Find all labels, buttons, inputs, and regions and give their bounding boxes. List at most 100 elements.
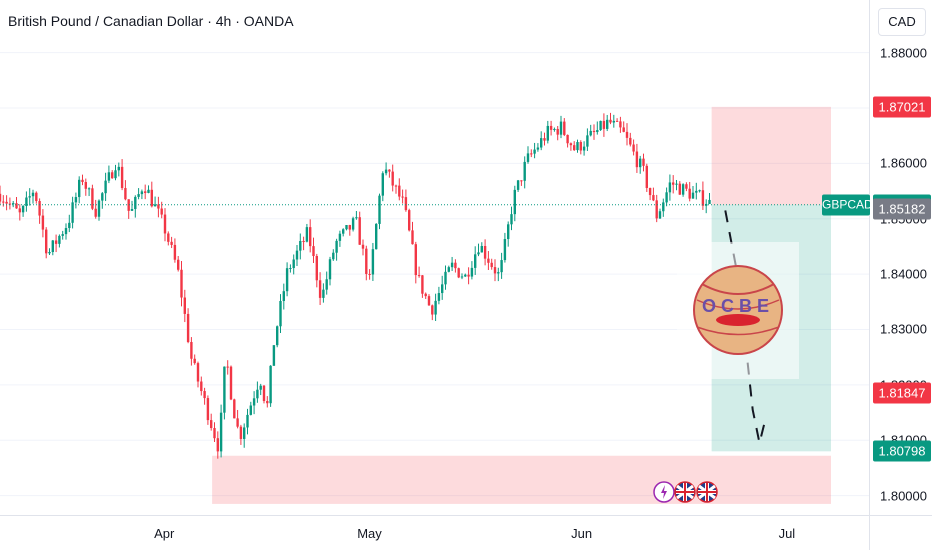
candle-body [259,385,262,390]
candle-body [58,235,61,244]
event-icons-graphic [653,481,718,503]
candle-body [190,342,193,359]
candle-body [177,259,180,270]
candle-body [615,120,619,122]
candle-body [282,291,285,301]
candle-body [355,217,358,219]
candle-body [114,170,117,179]
candle-body [635,151,639,168]
candle-body [526,153,530,162]
candle-body [338,233,342,241]
candle-body [569,143,573,146]
chart-title: British Pound / Canadian Dollar · 4h · O… [8,13,294,29]
candle-body [345,225,348,230]
candle-body [266,401,269,404]
candle-body [272,345,276,366]
ocbe-logo: OCBE [677,242,799,379]
uk-flag-icon[interactable] [696,481,718,503]
candle-body [153,204,157,207]
candle-body [111,172,114,179]
uk-flag-icon[interactable] [674,481,696,503]
candle-body [497,272,500,274]
candle-body [609,119,612,123]
candle-body [454,262,457,269]
currency-button[interactable]: CAD [878,8,926,36]
candle-body [269,365,272,404]
candle-body [642,158,645,166]
candle-body [483,246,487,259]
entry2-price-tag: 1.81847 [873,382,931,404]
candle-body [662,202,665,212]
candle-body [645,165,648,189]
candle-body [127,199,130,211]
candle-body [457,268,460,278]
time-axis-divider [0,515,932,516]
candle-body [599,120,602,131]
candle-body [672,182,675,185]
candle-body [414,244,417,276]
candle-body [78,179,81,198]
candle-body [124,188,127,200]
candle-body [516,180,520,190]
candle-body [81,179,84,183]
candle-body [503,239,507,261]
candle-body [632,144,635,152]
candle-body [500,260,503,273]
event-icons [653,481,723,503]
candle-body [408,210,411,231]
candle-body [474,254,477,268]
target-price-tag: 1.80798 [873,440,931,462]
candle-body [520,180,523,182]
candle-body [292,259,295,269]
candle-body [322,289,325,298]
candle-body [566,134,569,144]
candle-body [708,199,711,204]
candle-body [556,128,559,135]
candle-body [84,182,87,189]
candle-body [51,240,54,253]
candle-body [530,153,533,155]
candle-body [365,248,368,274]
candle-body [351,218,355,230]
candle-body [31,192,35,197]
candle-body [437,293,441,301]
candle-body [223,366,226,413]
candle-body [375,223,378,250]
candle-body [586,135,589,147]
candle-body [549,125,553,130]
candle-body [678,183,681,195]
candle-body [510,214,513,225]
candle-body [318,280,322,298]
candle-body [441,284,444,294]
candle-body [87,188,91,190]
candle-body [589,130,592,136]
candle-body [120,166,124,189]
x-tick-label: Jul [778,526,796,541]
candle-body [68,222,71,229]
y-tick-label: 1.88000 [880,45,927,61]
candle-body [15,203,18,209]
candle-body [629,137,632,145]
candle-body [332,252,335,260]
candle-body [411,230,414,245]
candle-body [94,208,97,217]
candle-body [417,275,421,277]
y-tick-label: 1.83000 [880,321,927,337]
candle-body [312,246,315,257]
x-tick-label: Jun [571,526,593,541]
y-tick-label: 1.86000 [880,155,927,171]
candle-body [28,196,31,198]
candle-body [137,194,140,197]
candle-body [493,267,497,274]
candle-body [536,147,540,150]
stop-price-tag: 1.87021 [873,96,931,118]
candle-body [582,146,586,151]
candle-body [186,313,190,343]
candle-body [648,188,652,196]
prev-price-tag: 1.85182 [873,198,931,220]
candle-body [140,191,144,195]
candle-body [540,138,543,148]
candle-body [450,262,454,268]
candle-body [48,252,51,254]
